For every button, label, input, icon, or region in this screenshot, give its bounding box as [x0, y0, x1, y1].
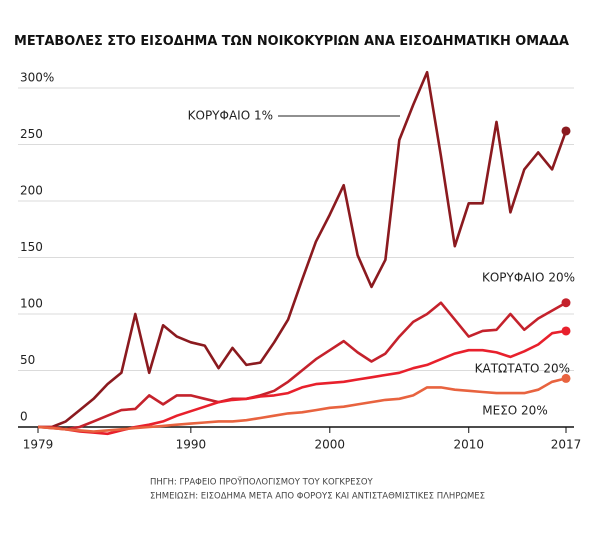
- legend-label: ΚΟΡΥΦΑΙΟ 20%: [482, 271, 575, 285]
- end-dot: [561, 373, 571, 383]
- source-note: ΠΗΓΗ: ΓΡΑΦΕΙΟ ΠΡΟΫΠΟΛΟΓΙΣΜΟΥ ΤΟΥ ΚΟΓΚΡΕΣ…: [150, 477, 374, 488]
- legend-label: ΚΑΤΩΤΑΤΟ 20%: [475, 362, 570, 376]
- y-tick-label: 200: [20, 184, 43, 198]
- legend-label: ΚΟΡΥΦΑΙΟ 1%: [188, 109, 273, 123]
- series-line: [37, 329, 567, 436]
- legend-label: ΜΕΣΟ 20%: [482, 404, 547, 418]
- chart-title: ΜΕΤΑΒΟΛΕΣ ΣΤΟ ΕΙΣΟΔΗΜΑ ΤΩΝ ΝΟΙΚΟΚΥΡΙΩΝ Α…: [14, 33, 570, 49]
- end-dot: [561, 126, 571, 136]
- end-dot: [561, 326, 571, 336]
- y-tick-label: 100: [20, 297, 43, 311]
- x-tick-label: 2017: [551, 438, 582, 452]
- series-line: [38, 301, 567, 431]
- footnote: ΣΗΜΕΙΩΣΗ: ΕΙΣΟΔΗΜΑ ΜΕΤΑ ΑΠΟ ΦΟΡΟΥΣ ΚΑΙ Α…: [150, 492, 485, 502]
- y-tick-label: 0: [20, 410, 28, 424]
- x-tick-label: 2010: [453, 438, 484, 452]
- y-tick-label: 150: [20, 240, 43, 254]
- x-tick-label: 1990: [176, 438, 207, 452]
- series-line: [38, 70, 568, 429]
- x-tick-label: 1979: [23, 438, 54, 452]
- y-tick-label: 300%: [20, 71, 54, 85]
- end-dot: [561, 298, 571, 308]
- x-tick-label: 2000: [315, 438, 346, 452]
- y-tick-label: 50: [20, 353, 35, 367]
- series-line: [37, 377, 567, 433]
- y-tick-label: 250: [20, 127, 43, 141]
